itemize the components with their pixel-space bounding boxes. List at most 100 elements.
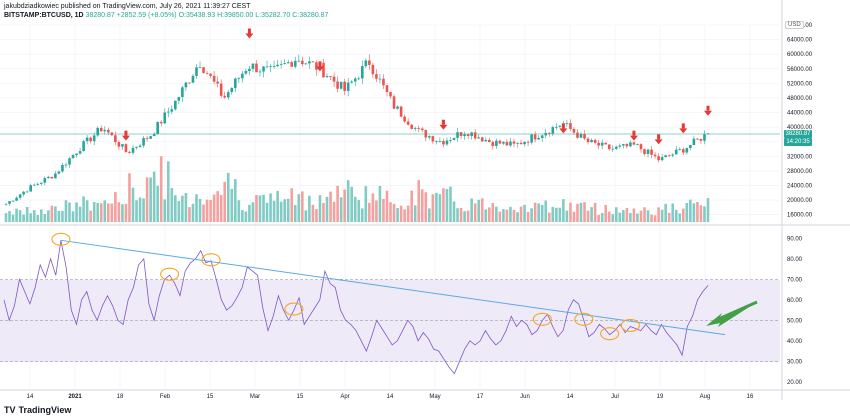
- marker-arrow-head-icon: [315, 66, 324, 72]
- volume-bar: [607, 211, 611, 222]
- candle-body: [364, 60, 368, 67]
- candle-body: [678, 149, 682, 151]
- volume-bar: [551, 206, 555, 222]
- candle-body: [78, 151, 82, 154]
- candle-body: [445, 140, 449, 145]
- marker-arrow-head-icon: [654, 139, 663, 145]
- volume-bar: [11, 214, 15, 222]
- volume-bar: [350, 186, 354, 222]
- volume-bar: [375, 200, 378, 222]
- candle-body: [547, 132, 551, 134]
- candle-body: [692, 138, 696, 146]
- candle-body: [636, 144, 639, 145]
- marker-arrow-icon: [318, 61, 322, 67]
- candle-body: [293, 60, 297, 67]
- volume-bar: [442, 188, 445, 222]
- volume-bar: [689, 199, 692, 222]
- marker-arrow-head-icon: [121, 135, 130, 141]
- tradingview-brand[interactable]: TV TradingView: [4, 405, 71, 415]
- close-price: 38280.87: [85, 12, 115, 19]
- volume-bar: [32, 210, 36, 222]
- volume-bar: [89, 210, 92, 222]
- marker-arrow-icon: [561, 123, 565, 129]
- candle-body: [117, 142, 121, 147]
- volume-bar: [664, 203, 667, 222]
- volume-bars: [4, 156, 710, 222]
- volume-bar: [304, 210, 308, 222]
- candle-body: [505, 141, 509, 146]
- volume-bar: [699, 205, 703, 222]
- volume-bar: [653, 215, 657, 222]
- volume-bar: [149, 177, 152, 222]
- volume-bar: [435, 192, 438, 222]
- candle-body: [438, 141, 442, 142]
- candle-body: [428, 136, 431, 138]
- volume-bar: [339, 197, 343, 222]
- volume-bar: [431, 194, 435, 222]
- volume-bar: [364, 186, 368, 222]
- volume-bar: [181, 195, 184, 222]
- candle-body: [163, 112, 167, 124]
- price-tick-label: 56000.00: [787, 67, 813, 73]
- x-axis-labels: 14 2021 18 Feb 15 Mar 15 Apr 14 May 17 Jun 14 Jul 19 Au…: [27, 394, 754, 400]
- volume-bar: [473, 203, 477, 222]
- volume-bar: [495, 206, 498, 222]
- volume-bar: [445, 189, 449, 222]
- candle-body: [226, 92, 230, 98]
- candle-body: [195, 67, 198, 76]
- candle-body: [279, 64, 283, 65]
- peak-circle: [620, 318, 640, 333]
- volume-bar: [159, 156, 163, 222]
- candle-body: [61, 165, 64, 172]
- volume-bar: [618, 212, 622, 222]
- volume-bar: [509, 206, 512, 222]
- candle-body: [4, 203, 8, 205]
- volume-bar: [131, 187, 135, 222]
- volume-bar: [276, 190, 279, 222]
- peak-circle: [284, 302, 304, 316]
- candle-body: [103, 129, 107, 132]
- volume-bar: [600, 213, 604, 222]
- candle-body: [551, 127, 555, 134]
- candle-body: [89, 137, 92, 142]
- candle-body: [643, 149, 646, 155]
- candle-body: [248, 68, 251, 72]
- candle-body: [611, 148, 615, 150]
- candle-body: [353, 78, 357, 82]
- volume-bar: [396, 208, 399, 222]
- candle-body: [29, 185, 32, 192]
- candle-body: [600, 142, 604, 146]
- candle-body: [145, 138, 149, 139]
- volume-bar: [565, 210, 569, 222]
- volume-bar: [678, 213, 682, 222]
- volume-bar: [523, 204, 526, 222]
- candle-body: [371, 64, 375, 75]
- volume-bar: [611, 214, 615, 222]
- rsi-line: [3, 240, 709, 375]
- rsi-tick-label: 90.00: [787, 236, 803, 242]
- x-tick-label: 17: [477, 394, 484, 400]
- volume-bar: [526, 211, 530, 222]
- candle-body: [607, 144, 611, 150]
- volume-bar: [191, 203, 195, 222]
- candle-body: [452, 137, 456, 140]
- candle-body: [523, 141, 526, 145]
- candle-body: [502, 141, 505, 144]
- candle-body: [399, 106, 403, 117]
- candle-body: [519, 142, 523, 145]
- volume-bar: [241, 210, 244, 222]
- volume-bar: [604, 204, 607, 222]
- volume-bar: [646, 210, 650, 222]
- volume-bar: [639, 210, 643, 222]
- candle-body: [96, 127, 100, 136]
- currency-badge[interactable]: USD: [785, 21, 804, 29]
- candle-body: [339, 81, 343, 89]
- candle-body: [325, 76, 329, 78]
- volume-bar: [279, 201, 283, 222]
- volume-bar: [643, 207, 646, 222]
- candle-body: [699, 138, 703, 141]
- candle-body: [392, 96, 396, 109]
- volume-bar: [505, 209, 509, 222]
- candle-body: [8, 201, 11, 204]
